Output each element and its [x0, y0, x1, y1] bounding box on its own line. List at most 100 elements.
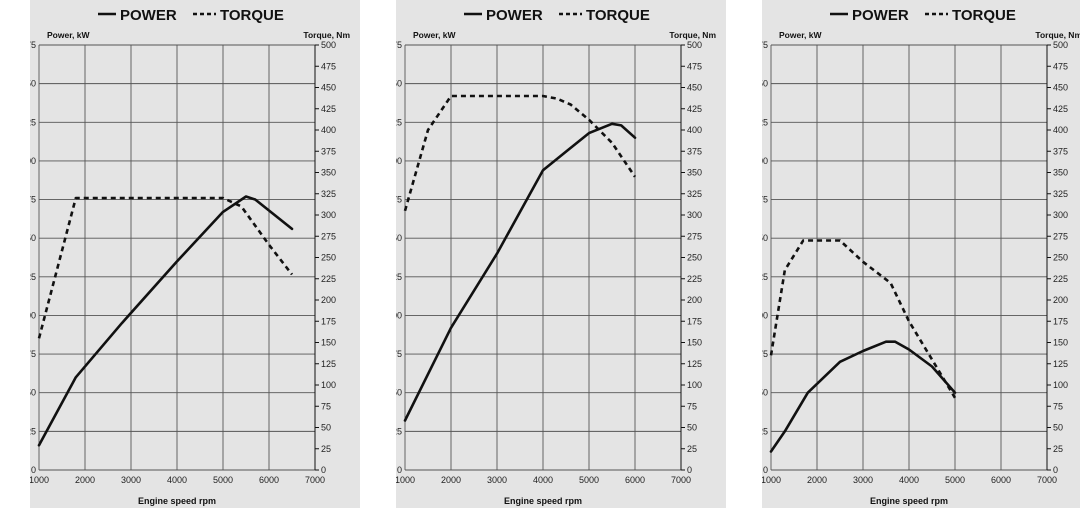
chart-panel-3: POWER TORQUE Power, kW Torque, Nm 0 25 50 75 100…	[762, 0, 1080, 508]
x-axis-label: Engine speed rpm	[138, 496, 216, 506]
chart-background	[762, 0, 1080, 508]
y-right-tick-label: 150	[687, 338, 702, 348]
chart-panel-1: POWER TORQUE Power, kW Torque, Nm 0 25 50 75 100…	[30, 0, 360, 508]
x-tick-label: 3000	[853, 475, 873, 485]
y-right-tick-label: 50	[321, 423, 331, 433]
y-left-tick-label: 150	[396, 233, 402, 243]
y-right-tick-label: 225	[321, 274, 336, 284]
y-right-tick-label: 200	[687, 295, 702, 305]
y-left-tick-label: 50	[396, 388, 402, 398]
x-tick-label: 4000	[899, 475, 919, 485]
y-right-tick-label: 425	[321, 104, 336, 114]
y-right-tick-label: 75	[1053, 401, 1063, 411]
chart-panel-2: POWER TORQUE Power, kW Torque, Nm 0 25 50 75 100…	[396, 0, 726, 508]
torque-series-line	[769, 239, 957, 399]
y-right-tick-label: 350	[1053, 168, 1068, 178]
x-tick-label: 1000	[396, 475, 415, 485]
x-axis-label: Engine speed rpm	[870, 496, 948, 506]
y-right-tick-label: 275	[687, 231, 702, 241]
y-left-tick-label: 125	[396, 272, 402, 282]
x-tick-label: 6000	[259, 475, 279, 485]
y-left-tick-label: 75	[30, 349, 36, 359]
y-left-tick-label: 0	[397, 465, 402, 475]
y-right-tick-label: 200	[1053, 295, 1068, 305]
y-right-tick-label: 175	[321, 316, 336, 326]
y-right-tick-label: 500	[687, 40, 702, 50]
y-right-tick-label: 375	[687, 146, 702, 156]
x-tick-label: 5000	[945, 475, 965, 485]
y-right-tick-label: 75	[321, 401, 331, 411]
y-left-tick-label: 75	[396, 349, 402, 359]
legend-power-label: POWER	[486, 7, 543, 24]
y-right-tick-label: 375	[321, 146, 336, 156]
y-right-tick-label: 250	[687, 253, 702, 263]
y-right-tick-label: 375	[1053, 146, 1068, 156]
y-left-tick-label: 125	[762, 272, 768, 282]
y-right-tick-label: 225	[1053, 274, 1068, 284]
x-tick-label: 7000	[305, 475, 325, 485]
y-right-tick-label: 300	[1053, 210, 1068, 220]
y-left-tick-label: 125	[30, 272, 36, 282]
y-left-tick-label: 200	[396, 156, 402, 166]
x-tick-label: 3000	[487, 475, 507, 485]
x-tick-label: 1000	[30, 475, 49, 485]
y-axis-right-label: Torque, Nm	[669, 30, 716, 40]
y-axis-left-label: Power, kW	[413, 30, 456, 40]
y-right-tick-label: 50	[687, 423, 697, 433]
y-left-tick-label: 50	[762, 388, 768, 398]
x-tick-label: 6000	[625, 475, 645, 485]
y-right-tick-label: 25	[687, 444, 697, 454]
torque-series-line	[37, 196, 294, 339]
y-right-tick-label: 75	[687, 401, 697, 411]
y-right-tick-label: 475	[687, 61, 702, 71]
y-left-tick-label: 275	[762, 40, 768, 50]
y-right-tick-label: 350	[321, 168, 336, 178]
y-left-tick-label: 275	[30, 40, 36, 50]
y-left-tick-label: 25	[30, 426, 36, 436]
y-right-tick-label: 425	[1053, 104, 1068, 114]
y-right-tick-label: 175	[1053, 316, 1068, 326]
y-right-tick-label: 25	[321, 444, 331, 454]
y-right-tick-label: 200	[321, 295, 336, 305]
y-left-tick-label: 0	[31, 465, 36, 475]
legend-power-label: POWER	[852, 7, 909, 24]
legend-torque-label: TORQUE	[586, 7, 650, 24]
power-series-line	[37, 195, 294, 447]
y-right-tick-label: 0	[1053, 465, 1058, 475]
y-right-tick-label: 125	[687, 359, 702, 369]
y-right-tick-label: 350	[687, 168, 702, 178]
x-tick-label: 6000	[991, 475, 1011, 485]
y-right-tick-label: 450	[687, 83, 702, 93]
y-right-tick-label: 275	[321, 231, 336, 241]
y-left-tick-label: 225	[762, 117, 768, 127]
y-right-tick-label: 125	[1053, 359, 1068, 369]
y-left-tick-label: 50	[30, 388, 36, 398]
power-series-line	[403, 122, 637, 422]
y-right-tick-label: 275	[1053, 231, 1068, 241]
y-left-tick-label: 250	[762, 79, 768, 89]
x-tick-label: 2000	[807, 475, 827, 485]
y-right-tick-label: 425	[687, 104, 702, 114]
x-tick-label: 5000	[579, 475, 599, 485]
chart-svg: POWER TORQUE Power, kW Torque, Nm 0 25 50 75 100…	[396, 0, 726, 508]
chart-svg: POWER TORQUE Power, kW Torque, Nm 0 25 50 75 100…	[762, 0, 1080, 508]
y-right-tick-label: 0	[321, 465, 326, 475]
y-right-tick-label: 300	[687, 210, 702, 220]
y-axis-left-label: Power, kW	[779, 30, 822, 40]
y-right-tick-label: 475	[1053, 61, 1068, 71]
y-left-tick-label: 100	[762, 310, 768, 320]
y-left-tick-label: 0	[763, 465, 768, 475]
y-right-tick-label: 100	[1053, 380, 1068, 390]
y-left-tick-label: 75	[762, 349, 768, 359]
y-left-tick-label: 100	[396, 310, 402, 320]
x-tick-label: 1000	[762, 475, 781, 485]
x-tick-label: 2000	[75, 475, 95, 485]
y-right-tick-label: 325	[1053, 189, 1068, 199]
x-tick-label: 3000	[121, 475, 141, 485]
legend-power-label: POWER	[120, 7, 177, 24]
y-right-tick-label: 400	[687, 125, 702, 135]
y-right-tick-label: 150	[321, 338, 336, 348]
y-right-tick-label: 100	[687, 380, 702, 390]
y-left-tick-label: 225	[396, 117, 402, 127]
x-tick-label: 5000	[213, 475, 233, 485]
